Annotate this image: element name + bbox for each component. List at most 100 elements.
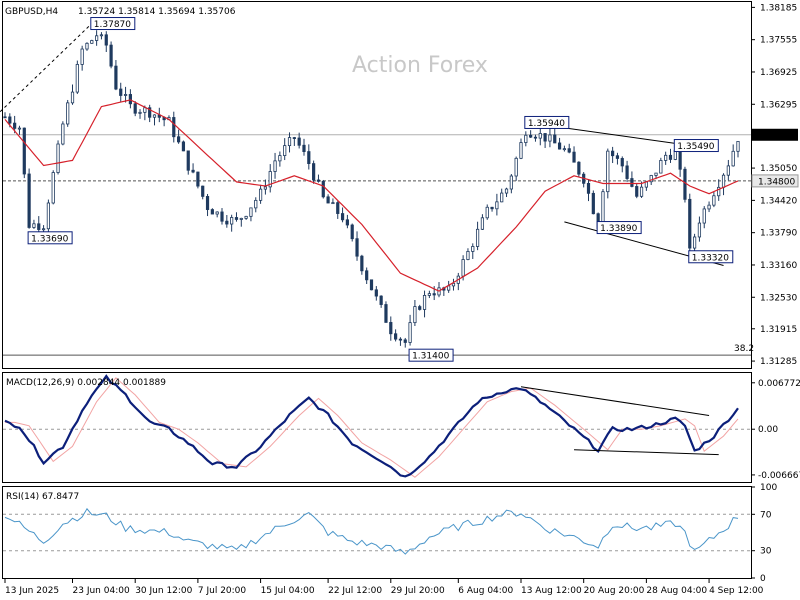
candle-body bbox=[133, 103, 137, 114]
price-axis-label: 1.37555 bbox=[760, 36, 797, 46]
candle-body bbox=[172, 117, 176, 138]
candle-body bbox=[707, 204, 711, 210]
candle-body bbox=[61, 123, 65, 145]
time-axis-label: 7 Jul 20:00 bbox=[198, 586, 247, 596]
time-axis-label: 22 Jul 12:00 bbox=[328, 586, 382, 596]
price-axis-label: 1.31285 bbox=[760, 357, 797, 367]
candle-body bbox=[215, 211, 219, 215]
candle-body bbox=[234, 217, 239, 220]
price-annotation-box bbox=[27, 231, 73, 245]
price-annotation-label: 1.37870 bbox=[94, 20, 131, 30]
candle-body bbox=[70, 91, 75, 104]
macd-trendline bbox=[574, 449, 719, 456]
candle-body bbox=[548, 134, 552, 142]
candle-body bbox=[451, 282, 456, 287]
candle-body bbox=[418, 306, 422, 310]
time-axis-label: 13 Aug 12:00 bbox=[521, 586, 582, 596]
candle-body bbox=[51, 172, 55, 204]
price-axis-label: 1.34420 bbox=[760, 196, 797, 206]
candle-body bbox=[90, 40, 94, 44]
candle-body bbox=[152, 114, 157, 118]
candle-body bbox=[307, 151, 311, 164]
candle-body bbox=[369, 279, 374, 291]
time-axis-label: 30 Jun 12:00 bbox=[135, 586, 192, 596]
candle-body bbox=[461, 259, 465, 277]
candle-body bbox=[297, 137, 301, 146]
candle-body bbox=[273, 160, 277, 172]
time-axis-label: 15 Jul 04:00 bbox=[261, 586, 315, 596]
rsi-layer bbox=[3, 507, 751, 555]
macd-axis-label: 0.00 bbox=[758, 425, 778, 435]
candle-body bbox=[181, 141, 186, 152]
candle-body bbox=[148, 107, 152, 118]
candle-body bbox=[302, 144, 306, 152]
candle-body bbox=[475, 228, 480, 247]
ohlc-label: 1.35724 1.35814 1.35694 1.35706 bbox=[78, 7, 236, 17]
candle-body bbox=[95, 35, 99, 41]
price-axis-label: 1.38185 bbox=[760, 3, 797, 13]
candle-body bbox=[572, 151, 576, 163]
price-axis-label: 1.33160 bbox=[760, 261, 797, 271]
price-annotation-box bbox=[408, 348, 454, 362]
level-price-tag bbox=[751, 174, 799, 188]
candle-body bbox=[355, 238, 359, 257]
candle-body bbox=[591, 192, 595, 215]
candle-body bbox=[408, 322, 412, 343]
price-annotation-label: 1.35940 bbox=[528, 119, 565, 129]
candle-body bbox=[654, 172, 658, 176]
time-axis-label: 23 Jun 04:00 bbox=[73, 586, 130, 596]
candle-body bbox=[664, 154, 668, 161]
macd-main-line bbox=[4, 374, 739, 478]
candle-body bbox=[340, 213, 345, 221]
candle-body bbox=[17, 127, 22, 130]
candle-body bbox=[220, 211, 224, 222]
symbol-label: GBPUSD,H4 bbox=[5, 7, 58, 17]
candle-body bbox=[114, 65, 118, 90]
macd-title: MACD(12,26,9) 0.002844 0.001889 bbox=[6, 378, 166, 388]
candle-body bbox=[8, 116, 12, 124]
candle-body bbox=[389, 322, 393, 335]
macd-axis-label: -0.006667 bbox=[758, 471, 800, 481]
candle-body bbox=[177, 136, 181, 143]
candle-body bbox=[345, 219, 349, 226]
level-price-tag-label: 1.34800 bbox=[758, 177, 795, 187]
price-annotation-label: 1.33690 bbox=[31, 234, 68, 244]
candle-body bbox=[500, 192, 504, 203]
time-axis-label: 29 Jul 20:00 bbox=[391, 586, 445, 596]
macd-signal-line bbox=[5, 377, 739, 478]
price-annotation-label: 1.35490 bbox=[677, 142, 714, 152]
candle-body bbox=[27, 173, 31, 228]
candle-body bbox=[403, 339, 407, 343]
candle-body bbox=[66, 102, 70, 125]
candle-body bbox=[119, 88, 123, 96]
macd-trendline bbox=[520, 386, 710, 416]
watermark-text: Action Forex bbox=[352, 53, 488, 78]
candle-body bbox=[625, 165, 629, 179]
candle-body bbox=[312, 163, 316, 181]
candle-body bbox=[292, 137, 296, 139]
candle-body bbox=[249, 207, 253, 217]
macd-axis-label: 0.006772 bbox=[758, 379, 800, 389]
candle-body bbox=[56, 143, 60, 173]
candle-body bbox=[205, 196, 210, 210]
candle-body bbox=[490, 206, 494, 210]
candle-body bbox=[32, 223, 36, 228]
price-annotation-box bbox=[688, 250, 734, 264]
time-axis-label: 6 Aug 04:00 bbox=[458, 586, 513, 596]
candle-body bbox=[683, 168, 687, 200]
price-annotation-label: 1.33890 bbox=[600, 224, 637, 234]
candle-body bbox=[611, 150, 615, 157]
candle-body bbox=[514, 157, 518, 177]
candle-body bbox=[321, 180, 325, 198]
price-layer: 1.37870 1.33690 1.35940 1.35490 1.33890 1.333… bbox=[0, 17, 754, 362]
candle-body bbox=[480, 217, 485, 230]
candle-body bbox=[3, 116, 7, 119]
candle-body bbox=[533, 136, 538, 139]
candle-body bbox=[350, 224, 354, 240]
candle-body bbox=[717, 186, 721, 197]
candle-body bbox=[668, 154, 673, 160]
candle-body bbox=[384, 304, 388, 323]
candle-body bbox=[225, 220, 229, 225]
candle-body bbox=[659, 160, 663, 174]
candle-body bbox=[413, 306, 417, 324]
